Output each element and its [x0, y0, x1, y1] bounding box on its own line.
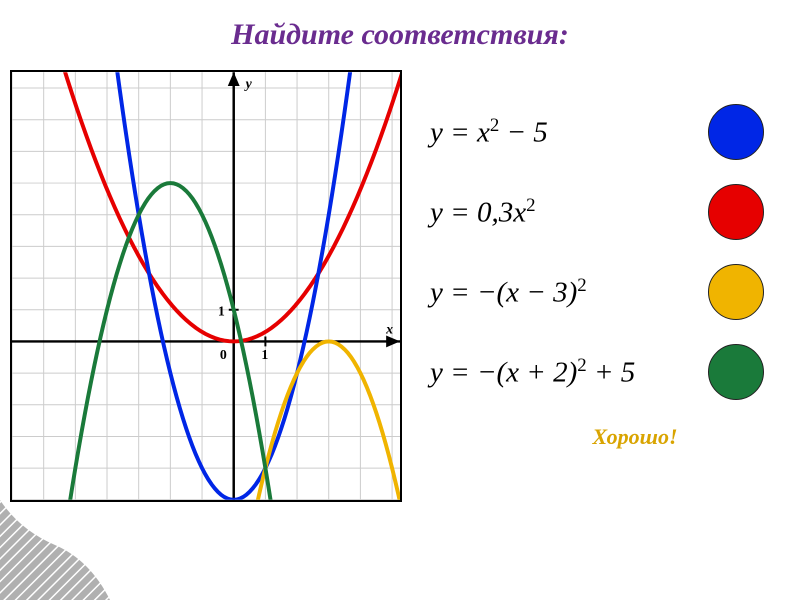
color-dot-green[interactable] [708, 344, 764, 400]
equation-row-1: y = x2 − 5 [430, 104, 800, 160]
corner-decoration [0, 490, 110, 600]
svg-text:y: y [244, 76, 253, 91]
equations-panel: y = x2 − 5 y = 0,3x2 y = −(x − 3)2 y = −… [402, 62, 800, 450]
chart-container: y x 0 1 1 [10, 70, 402, 507]
svg-text:0: 0 [220, 347, 227, 362]
equation-2: y = 0,3x2 [430, 195, 535, 230]
equation-1: y = x2 − 5 [430, 115, 548, 150]
svg-text:1: 1 [218, 304, 225, 319]
page-title: Найдите соответствия: [0, 0, 800, 62]
equation-3: y = −(x − 3)2 [430, 275, 587, 310]
function-chart: y x 0 1 1 [10, 70, 402, 502]
equation-row-4: y = −(x + 2)2 + 5 [430, 344, 800, 400]
color-dot-yellow[interactable] [708, 264, 764, 320]
feedback-text: Хорошо! [470, 424, 800, 450]
equation-4: y = −(x + 2)2 + 5 [430, 355, 635, 390]
color-dot-blue[interactable] [708, 104, 764, 160]
content-area: y x 0 1 1 y = x2 − 5 y = 0,3x2 y = −(x − 3)2… [0, 62, 800, 507]
svg-text:1: 1 [261, 347, 268, 362]
equation-row-2: y = 0,3x2 [430, 184, 800, 240]
color-dot-red[interactable] [708, 184, 764, 240]
svg-text:x: x [385, 322, 393, 337]
equation-row-3: y = −(x − 3)2 [430, 264, 800, 320]
